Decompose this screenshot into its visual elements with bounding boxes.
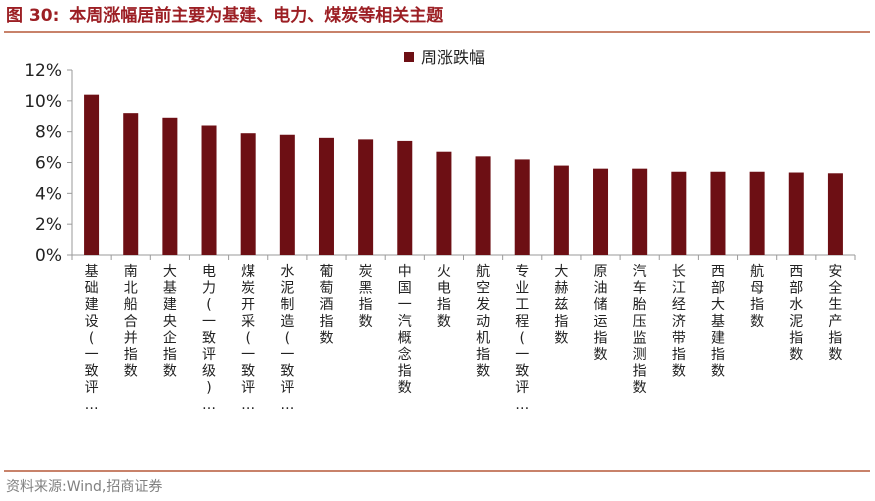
bar	[201, 125, 217, 255]
bar	[475, 156, 491, 255]
y-tick-label: 0%	[35, 246, 62, 266]
bar	[593, 168, 609, 255]
x-tick-label: 原油储运指数	[594, 264, 608, 363]
x-tick-label: 煤炭开采(一致评…	[241, 264, 255, 413]
bar	[318, 137, 334, 255]
x-tick-label: 炭黑指数	[359, 264, 373, 330]
legend-swatch	[404, 52, 414, 62]
source-note: 资料来源:Wind,招商证券	[6, 479, 163, 495]
x-tick-label: 长江经济带指数	[672, 264, 686, 380]
top-rule	[4, 31, 870, 33]
y-tick-label: 6%	[35, 154, 62, 174]
y-tick-label: 10%	[24, 92, 62, 112]
y-tick-label: 8%	[35, 123, 62, 143]
bar	[749, 171, 765, 255]
legend: 周涨跌幅	[404, 48, 485, 67]
x-tick-label: 航母指数	[750, 264, 764, 330]
bar	[436, 151, 452, 255]
bar	[240, 133, 256, 255]
x-tick-label: 安全生产指数	[828, 264, 842, 363]
bar	[553, 165, 569, 255]
x-tick-label: 西部水泥指数	[789, 264, 803, 363]
bar	[514, 159, 530, 255]
bar	[827, 173, 843, 255]
y-tick-label: 4%	[35, 184, 62, 204]
x-tick-label: 航空发动机指数	[476, 264, 490, 380]
x-tick-label: 中国一汽概念指数	[398, 264, 412, 396]
x-tick-label: 水泥制造(一致评…	[280, 264, 294, 413]
bar	[358, 139, 374, 255]
bottom-rule	[4, 470, 870, 472]
x-tick-label: 葡萄酒指数	[319, 264, 333, 346]
x-tick-label: 大基建央企指数	[163, 264, 177, 380]
x-tick-label: 基础建设(一致评…	[85, 263, 99, 413]
x-tick-label: 南北船合并指数	[124, 264, 138, 380]
x-tick-label: 专业工程(一致评…	[515, 264, 529, 413]
bar	[788, 172, 804, 255]
x-tick-label: 西部大基建指数	[711, 264, 725, 380]
figure-title: 图 30: 本周涨幅居前主要为基建、电力、煤炭等相关主题	[6, 2, 443, 30]
bar	[123, 113, 139, 256]
legend-label: 周涨跌幅	[421, 48, 485, 67]
figure-title-prefix: 图 30:	[6, 6, 60, 26]
x-tick-label: 汽车胎压监测指数	[633, 264, 647, 396]
x-tick-label: 电力(一致评级)…	[202, 264, 216, 413]
bar	[632, 168, 648, 255]
y-tick-label: 2%	[35, 215, 62, 235]
bar	[279, 134, 295, 255]
bar	[710, 171, 726, 255]
bar-chart: 0% 2% 4% 6% 8% 10% 12% 基础建设(一致评… 南北船合并指数 大基建央企指数 电…	[24, 48, 856, 413]
bar	[671, 171, 687, 255]
x-tick-label: 大赫兹指数	[554, 264, 568, 346]
bar	[162, 117, 178, 256]
y-tick-label: 12%	[24, 61, 62, 81]
figure-title-text: 本周涨幅居前主要为基建、电力、煤炭等相关主题	[69, 6, 444, 26]
bar	[397, 140, 413, 255]
x-tick-label: 火电指数	[437, 264, 451, 330]
bar	[84, 94, 100, 256]
